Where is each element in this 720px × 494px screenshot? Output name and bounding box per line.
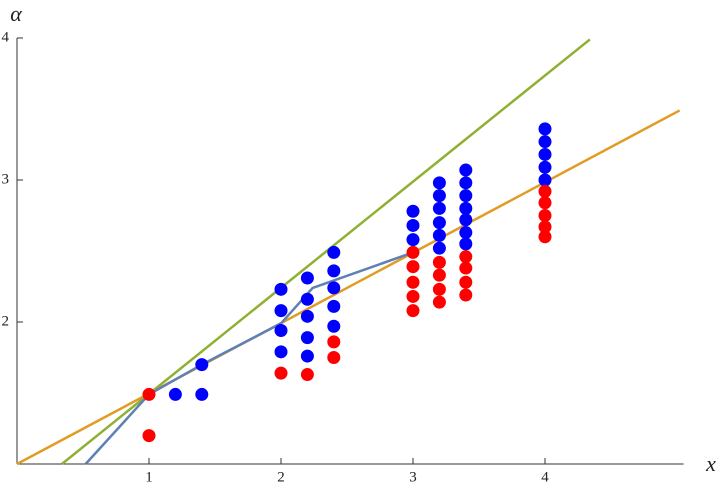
point <box>406 204 420 218</box>
point <box>168 387 182 401</box>
point <box>327 245 341 259</box>
point <box>538 160 552 174</box>
point <box>538 122 552 136</box>
point <box>538 209 552 222</box>
point <box>538 184 552 198</box>
x-tick-label: 3 <box>409 469 417 485</box>
point <box>406 260 420 274</box>
point <box>538 196 552 210</box>
point <box>459 250 473 264</box>
point <box>142 387 156 401</box>
point <box>300 271 314 285</box>
point <box>327 299 341 313</box>
point <box>432 241 446 255</box>
line <box>61 38 591 465</box>
point <box>432 228 446 242</box>
x-axis-label: x <box>705 451 716 476</box>
point <box>432 176 446 190</box>
point <box>327 264 341 278</box>
point <box>406 275 420 289</box>
y-tick-label: 2 <box>2 313 10 329</box>
point <box>538 173 552 187</box>
point <box>459 201 473 215</box>
point <box>195 387 209 401</box>
point <box>432 189 446 203</box>
point <box>538 135 552 149</box>
point <box>432 255 446 269</box>
point <box>538 230 552 244</box>
point <box>406 233 420 247</box>
line <box>84 251 414 465</box>
point <box>459 213 473 227</box>
point <box>459 163 473 177</box>
point <box>300 349 314 363</box>
x-tick-label: 4 <box>541 469 549 485</box>
point <box>459 288 473 302</box>
point <box>327 281 341 295</box>
point <box>459 237 473 251</box>
point <box>432 201 446 215</box>
point <box>459 261 473 275</box>
point <box>300 292 314 306</box>
point <box>274 345 288 359</box>
point <box>538 220 552 234</box>
x-tick-label: 2 <box>277 469 285 485</box>
point <box>432 295 446 309</box>
y-tick-label: 3 <box>2 171 10 187</box>
line <box>16 109 681 466</box>
x-tick-label: 1 <box>145 469 153 485</box>
point <box>459 275 473 289</box>
point <box>406 289 420 303</box>
point <box>274 282 288 296</box>
point <box>406 218 420 232</box>
y-axis-label: α <box>10 1 22 26</box>
point <box>274 304 288 318</box>
point <box>300 309 314 323</box>
point <box>327 351 341 364</box>
point <box>432 268 446 282</box>
point <box>327 319 341 333</box>
point <box>300 368 314 382</box>
point <box>142 429 156 443</box>
point <box>274 324 288 338</box>
point <box>300 331 314 345</box>
y-tick-label: 4 <box>2 29 10 45</box>
point <box>406 304 420 318</box>
point <box>538 147 552 161</box>
point <box>327 335 341 349</box>
point <box>406 245 420 259</box>
point <box>459 226 473 240</box>
point <box>274 366 288 380</box>
point <box>459 189 473 203</box>
point <box>195 358 209 372</box>
point <box>459 176 473 190</box>
point <box>432 282 446 296</box>
point <box>432 216 446 230</box>
